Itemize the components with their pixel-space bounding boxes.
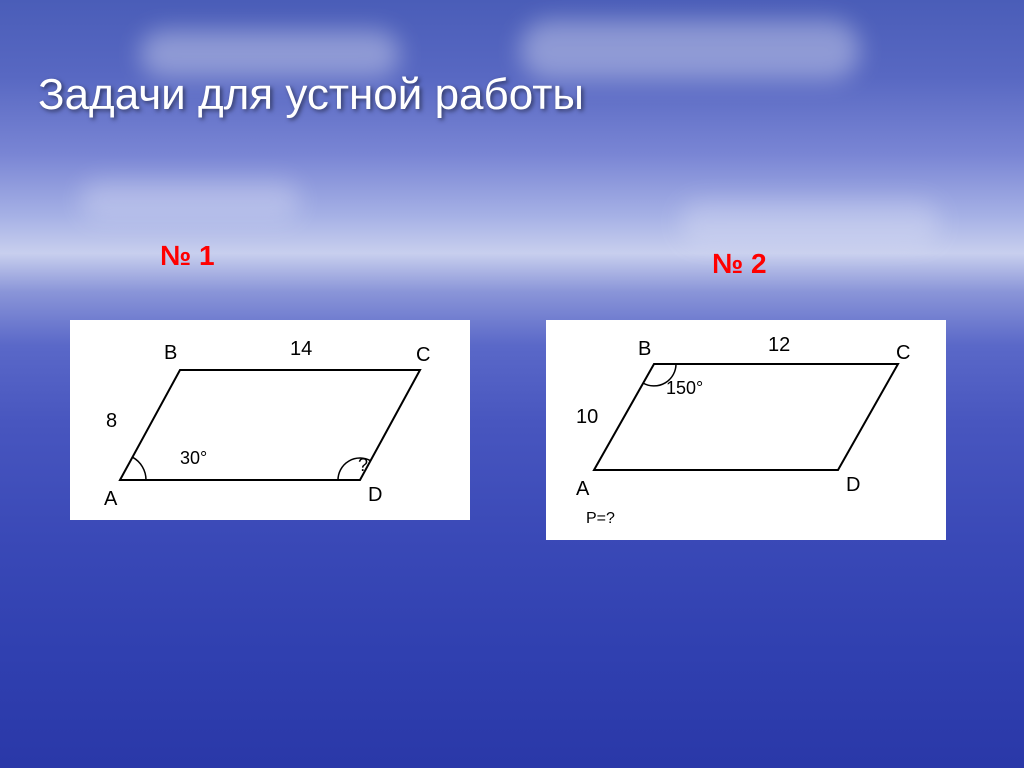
d1-vertex-b: B [164, 342, 177, 365]
problem-2-label: № 2 [712, 248, 767, 280]
diagram-2: 12 10 150° A B C D P=? [546, 320, 946, 540]
d1-angle-d-mark: ? [358, 455, 368, 476]
angle-a-arc [133, 457, 147, 480]
d2-angle-b: 150° [666, 378, 703, 399]
d2-side-left: 10 [576, 406, 598, 429]
d1-vertex-a: A [104, 488, 117, 511]
parallelogram-2-svg [546, 320, 946, 540]
d2-vertex-c: C [896, 342, 910, 365]
cloud-decor [80, 180, 300, 220]
d2-vertex-b: B [638, 338, 651, 361]
diagram-1: 14 8 30° ? A B C D [70, 320, 470, 520]
d1-vertex-c: C [416, 344, 430, 367]
d1-side-top: 14 [290, 338, 312, 361]
slide-background: Задачи для устной работы № 1 № 2 14 8 30… [0, 0, 1024, 768]
d2-vertex-d: D [846, 474, 860, 497]
d2-vertex-a: A [576, 478, 589, 501]
d2-perimeter: P=? [586, 510, 615, 528]
parallelogram-1-shape [120, 370, 420, 480]
d2-side-top: 12 [768, 334, 790, 357]
parallelogram-1-svg [70, 320, 470, 520]
d1-angle-a: 30° [180, 448, 207, 469]
cloud-decor [680, 200, 940, 244]
d1-side-left: 8 [106, 410, 117, 433]
d1-vertex-d: D [368, 484, 382, 507]
slide-title: Задачи для устной работы [38, 70, 584, 120]
problem-1-label: № 1 [160, 240, 215, 272]
parallelogram-2-shape [594, 364, 898, 470]
